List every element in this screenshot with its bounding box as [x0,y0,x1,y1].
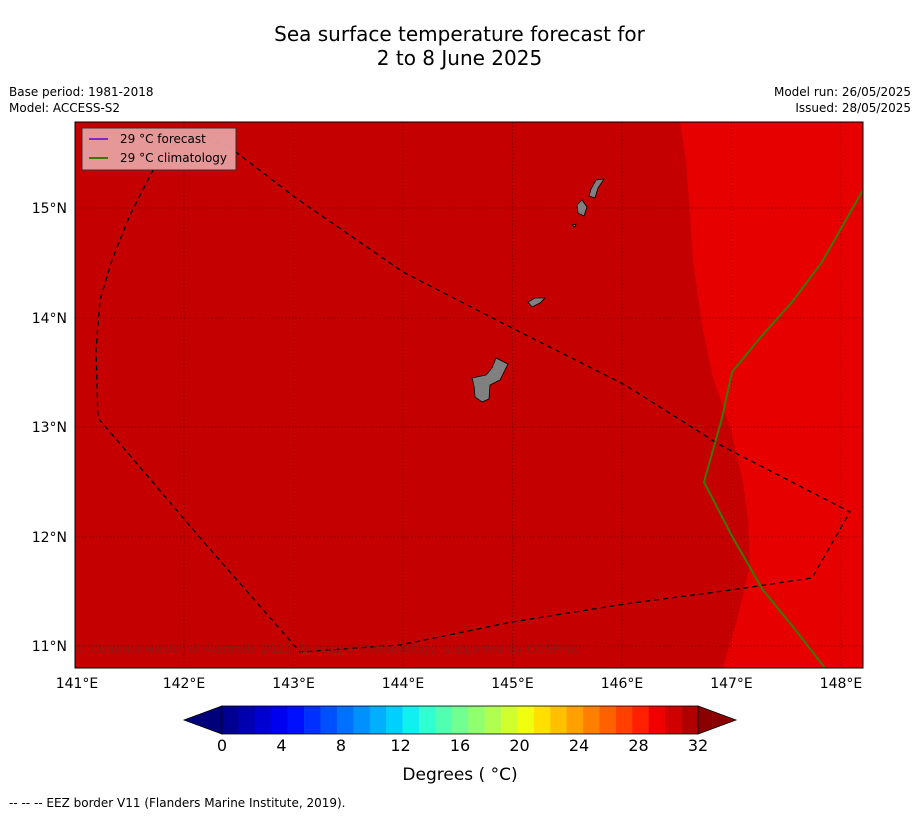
cb-tick-20: 20 [509,736,529,755]
tinian-island [576,199,588,217]
colorbar-segment [435,706,453,734]
colorbar-segment [386,706,403,734]
colorbar-segment [353,706,371,734]
colorbar-under-arrow [182,705,223,735]
colorbar-segment [615,706,633,734]
lon-tick-144: 144°E [382,676,425,692]
chart-title: Sea surface temperature forecast for 2 t… [0,22,919,70]
cb-tick-24: 24 [569,736,589,755]
colorbar-segment [501,706,518,734]
cb-tick-8: 8 [336,736,346,755]
lat-tick-13: 13°N [32,420,67,436]
gridlines [75,122,863,668]
lat-tick-14: 14°N [32,311,67,327]
lat-axis: 15°N 14°N 13°N 12°N 11°N [32,201,67,655]
colorbar-label: Degrees ( °C) [402,765,517,785]
colorbar-segment [517,706,535,734]
map-frame [74,121,864,669]
colorbar-segment [533,706,551,734]
base-info: Base period: 1981-2018 Model: ACCESS-S2 [9,84,154,116]
legend-box [81,127,237,171]
lon-tick-147: 147°E [710,676,753,692]
climatology-29c-contour [702,189,863,668]
colorbar-segment [566,706,584,734]
lat-tick-15: 15°N [32,201,67,217]
colorbar-ticks: 0 4 8 12 16 20 24 28 32 [217,736,708,755]
lon-axis: 141°E 142°E 143°E 144°E 145°E 146°E 147°… [56,676,863,692]
colorbar-segment [665,706,682,734]
copyright-text: © Commonwealth of Australia 2025, Bureau… [75,642,580,656]
colorbar-segment [632,706,650,734]
colorbar-segment [254,706,272,734]
cb-tick-28: 28 [628,736,648,755]
guam-island [471,357,509,403]
rota-island [527,297,546,308]
forecast-label: 29 °C forecast [120,132,206,146]
colorbar [182,705,738,735]
colorbar-frame [221,705,699,735]
colorbar-segment [583,706,600,734]
cb-tick-32: 32 [688,736,708,755]
colorbar-segment [550,706,567,734]
colorbar-segment [681,706,699,734]
lon-tick-146: 146°E [601,676,644,692]
climatology-label: 29 °C climatology [120,151,227,165]
eez-border [95,137,851,653]
islands [471,178,605,403]
colorbar-segment [599,706,617,734]
colorbar-segment [468,706,485,734]
colorbar-segment [418,706,436,734]
issued-date: Issued: 28/05/2025 [795,101,911,115]
model-name: Model: ACCESS-S2 [9,101,121,115]
cb-tick-0: 0 [217,736,227,755]
map-area: © Commonwealth of Australia 2025, Bureau… [75,122,863,668]
lon-tick-142: 142°E [163,676,206,692]
lon-tick-143: 143°E [272,676,315,692]
legend: 29 °C forecast 29 °C climatology [81,127,237,171]
title-line-1: Sea surface temperature forecast for [274,22,645,46]
colorbar-segment [320,706,338,734]
cb-tick-16: 16 [450,736,470,755]
lon-tick-145: 145°E [491,676,534,692]
colorbar-segment [402,706,420,734]
lat-tick-11: 11°N [32,639,67,655]
colorbar-over-arrow [697,705,738,735]
colorbar-segment [451,706,469,734]
sst-30-32-region [680,122,863,668]
colorbar-segment [238,706,256,734]
cb-tick-12: 12 [390,736,410,755]
colorbar-segment [222,706,239,734]
lon-tick-141: 141°E [56,676,99,692]
colorbar-segment [271,706,288,734]
title-line-2: 2 to 8 June 2025 [376,46,543,70]
colorbar-segment [304,706,321,734]
cb-tick-4: 4 [276,736,286,755]
run-info: Model run: 26/05/2025 Issued: 28/05/2025 [774,84,911,116]
colorbar-segment [369,706,387,734]
base-period: Base period: 1981-2018 [9,85,154,99]
colorbar-segment [648,706,666,734]
colorbar-segment [336,706,354,734]
aguijan-island [571,223,577,228]
lon-tick-148: 148°E [820,676,863,692]
colorbar-segment [484,706,502,734]
eez-footnote: -- -- -- EEZ border V11 (Flanders Marine… [9,796,346,810]
colorbar-segment [287,706,305,734]
model-run: Model run: 26/05/2025 [773,85,911,99]
lat-tick-12: 12°N [32,530,67,546]
saipan-island [588,178,605,199]
